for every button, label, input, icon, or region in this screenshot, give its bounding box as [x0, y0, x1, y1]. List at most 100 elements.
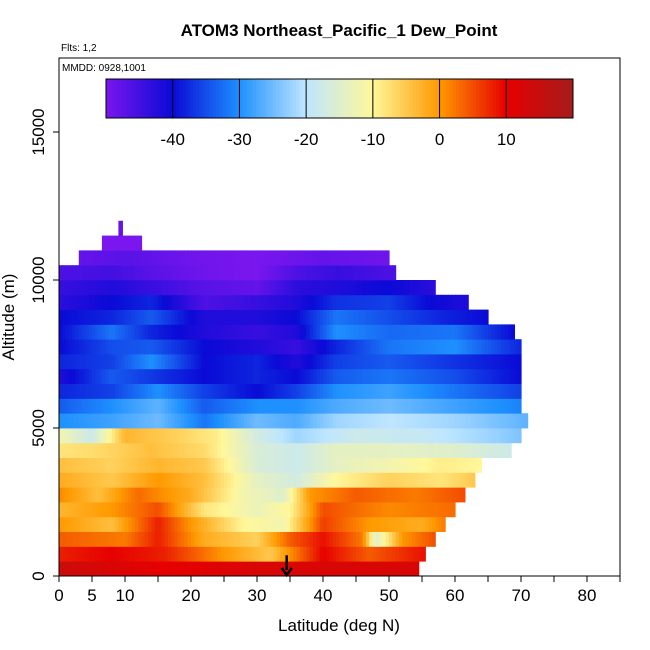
heatmap-cell — [418, 294, 423, 310]
heatmap-cell — [346, 294, 350, 310]
heatmap-cell — [313, 502, 317, 518]
heatmap-cell — [306, 487, 311, 503]
heatmap-cell — [138, 354, 143, 370]
heatmap-cell — [273, 428, 278, 444]
heatmap-cell — [194, 487, 199, 503]
heatmap-cell — [88, 487, 93, 503]
heatmap-cell — [174, 413, 179, 429]
heatmap-cell — [184, 294, 189, 310]
heatmap-cell — [283, 368, 288, 384]
heatmap-cell — [435, 472, 440, 488]
heatmap-cell — [448, 368, 453, 384]
heatmap-cell — [336, 546, 341, 562]
heatmap-cell — [174, 250, 179, 266]
heatmap-cell — [161, 442, 166, 458]
heatmap-cell — [210, 383, 215, 399]
heatmap-cell — [451, 457, 456, 473]
colorbar-segment — [249, 79, 254, 118]
heatmap-cell — [382, 368, 387, 384]
heatmap-cell — [144, 472, 149, 488]
heatmap-cell — [392, 546, 397, 562]
heatmap-cell — [372, 546, 377, 562]
heatmap-cell — [78, 428, 83, 444]
heatmap-cell — [217, 383, 222, 399]
heatmap-cell — [349, 309, 354, 325]
heatmap-cell — [78, 546, 83, 562]
heatmap-cell — [306, 368, 311, 384]
heatmap-cell — [263, 561, 268, 576]
heatmap-cell — [352, 309, 357, 325]
heatmap-cell — [240, 250, 245, 266]
heatmap-cell — [197, 383, 202, 399]
heatmap-cell — [167, 457, 172, 473]
heatmap-cells — [59, 220, 529, 576]
heatmap-cell — [451, 502, 456, 518]
heatmap-cell — [280, 442, 284, 458]
heatmap-cell — [62, 265, 67, 281]
heatmap-cell — [118, 235, 123, 251]
heatmap-cell — [280, 428, 284, 444]
heatmap-cell — [250, 309, 255, 325]
heatmap-cell — [425, 294, 430, 310]
heatmap-cell — [65, 354, 70, 370]
heatmap-cell — [375, 457, 380, 473]
heatmap-cell — [85, 398, 90, 414]
heatmap-cell — [435, 339, 440, 355]
heatmap-cell — [306, 531, 311, 547]
heatmap-cell — [200, 265, 205, 281]
heatmap-cell — [398, 294, 403, 310]
heatmap-cell — [75, 502, 80, 518]
heatmap-cell — [422, 398, 426, 414]
heatmap-cell — [128, 561, 133, 576]
heatmap-cell — [382, 457, 387, 473]
heatmap-cell — [389, 546, 393, 562]
heatmap-cell — [260, 398, 265, 414]
heatmap-cell — [398, 339, 403, 355]
heatmap-cell — [237, 531, 242, 547]
heatmap-cell — [181, 487, 185, 503]
colorbar-tick-label: -40 — [160, 130, 185, 149]
heatmap-cell — [451, 309, 456, 325]
heatmap-cell — [164, 413, 169, 429]
heatmap-cell — [316, 502, 321, 518]
heatmap-cell — [257, 516, 261, 532]
heatmap-cell — [379, 339, 383, 355]
heatmap-cell — [131, 294, 136, 310]
heatmap-cell — [237, 472, 242, 488]
colorbar-segment — [436, 79, 441, 118]
heatmap-cell — [105, 561, 110, 576]
heatmap-cell — [101, 561, 106, 576]
heatmap-cell — [270, 561, 275, 576]
heatmap-cell — [240, 502, 245, 518]
heatmap-cell — [293, 516, 298, 532]
heatmap-cell — [194, 339, 199, 355]
heatmap-cell — [273, 561, 278, 576]
heatmap-cell — [481, 368, 486, 384]
heatmap-cell — [128, 546, 133, 562]
heatmap-cell — [309, 294, 314, 310]
heatmap-cell — [352, 487, 357, 503]
heatmap-cell — [425, 413, 430, 429]
heatmap-cell — [115, 368, 119, 384]
heatmap-cell — [233, 309, 238, 325]
heatmap-cell — [293, 502, 298, 518]
heatmap-cell — [488, 354, 492, 370]
heatmap-cell — [464, 428, 469, 444]
heatmap-cell — [210, 531, 215, 547]
colorbar-segment — [296, 79, 300, 118]
heatmap-cell — [478, 339, 482, 355]
heatmap-cell — [313, 487, 317, 503]
heatmap-cell — [395, 294, 400, 310]
heatmap-cell — [187, 531, 192, 547]
heatmap-cell — [243, 250, 248, 266]
heatmap-cell — [118, 502, 123, 518]
heatmap-cell — [316, 442, 321, 458]
heatmap-cell — [395, 502, 400, 518]
heatmap-cell — [181, 413, 185, 429]
heatmap-cell — [458, 442, 463, 458]
heatmap-cell — [405, 487, 410, 503]
heatmap-cell — [491, 398, 496, 414]
heatmap-cell — [379, 487, 383, 503]
heatmap-cell — [88, 280, 93, 296]
